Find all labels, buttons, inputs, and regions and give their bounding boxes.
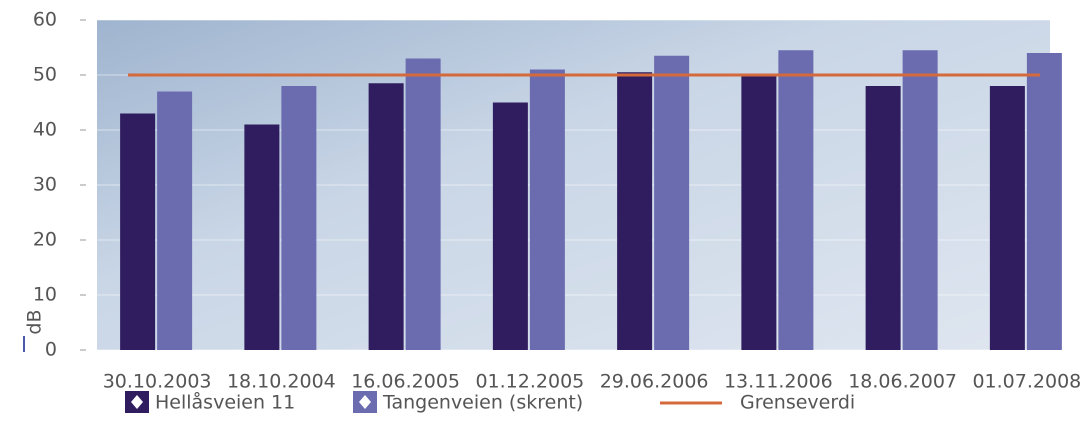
bar: [529, 69, 565, 350]
x-tick-label: 01.07.2008: [972, 371, 1081, 393]
legend-label: Grenseverdi: [740, 392, 855, 414]
bar: [157, 91, 193, 350]
bar: [654, 55, 690, 350]
y-tick-label: 60: [33, 9, 57, 31]
bar: [405, 58, 441, 350]
x-tick-label: 13.11.2006: [724, 371, 833, 393]
legend-diamond: [131, 395, 143, 409]
x-tick-label: 16.06.2005: [351, 371, 460, 393]
legend-diamond: [359, 395, 371, 409]
bar: [1026, 53, 1062, 350]
y-tick-label: 50: [33, 64, 57, 86]
y-tick-label: 10: [33, 284, 57, 306]
x-tick-label: 29.06.2006: [600, 371, 709, 393]
y-axis-label: dB: [24, 309, 46, 334]
bar: [120, 113, 156, 350]
y-tick-label: 40: [33, 119, 57, 141]
y-tick-label: 30: [33, 174, 57, 196]
bar: [492, 102, 528, 350]
bar: [617, 72, 653, 350]
bar: [741, 75, 777, 350]
bar: [281, 86, 317, 350]
legend-label: Hellåsveien 11: [155, 391, 295, 414]
bar: [902, 50, 938, 350]
x-tick-label: 18.10.2004: [227, 371, 336, 393]
x-tick-label: 01.12.2005: [475, 371, 584, 393]
y-tick-label: 0: [45, 339, 57, 361]
bar: [368, 83, 404, 350]
bar: [778, 50, 814, 350]
legend-label: Tangenveien (skrent): [382, 392, 583, 414]
bar: [865, 86, 901, 350]
y-tick-label: 20: [33, 229, 57, 251]
x-tick-label: 18.06.2007: [848, 371, 957, 393]
bar: [244, 124, 280, 350]
bar: [989, 86, 1025, 350]
x-tick-label: 30.10.2003: [103, 371, 212, 393]
